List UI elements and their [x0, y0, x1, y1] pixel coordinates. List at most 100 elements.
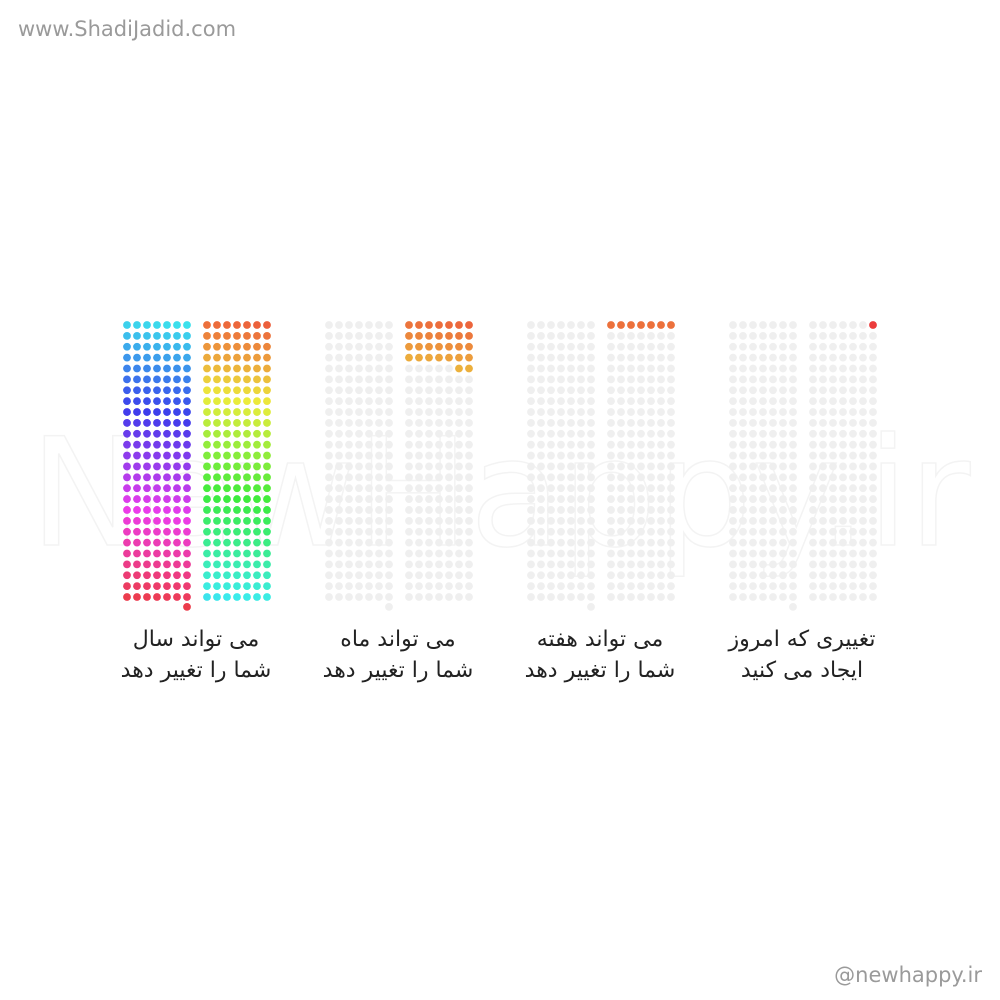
dot-empty [617, 549, 625, 558]
dot-empty [829, 495, 837, 503]
dot-empty [627, 582, 635, 591]
dot-empty [627, 560, 635, 569]
dot-filled [263, 440, 271, 449]
dot-empty [527, 386, 535, 395]
dot-empty [607, 419, 615, 427]
panel-label: شما را تغییر دهد [323, 658, 474, 683]
dot-empty [345, 473, 353, 482]
dot-empty [749, 527, 757, 536]
dot-empty [739, 495, 747, 503]
dot-empty [637, 419, 645, 427]
dot-empty [375, 549, 383, 558]
dot-empty [385, 386, 393, 395]
dot-filled [163, 462, 171, 471]
dot-empty [809, 582, 817, 591]
dot-filled [163, 495, 171, 503]
dot-empty [445, 429, 453, 438]
dot-empty [759, 473, 767, 482]
dot-filled [163, 353, 171, 362]
dot-empty [335, 506, 343, 514]
dot-empty [647, 527, 655, 536]
dot-empty [657, 527, 665, 536]
dot-filled [263, 527, 271, 536]
dot-filled [445, 331, 453, 340]
panel-label: ایجاد می کنید [741, 658, 863, 683]
dot-empty [537, 473, 545, 482]
dot-empty [425, 386, 433, 395]
dot-empty [587, 375, 595, 384]
dot-filled [223, 321, 231, 329]
dot-empty [335, 473, 343, 482]
dot-filled [163, 516, 171, 525]
dot-filled [415, 321, 423, 329]
dot-empty [617, 495, 625, 503]
dot-empty [657, 331, 665, 340]
dot-empty [869, 538, 877, 547]
dot-empty [527, 538, 535, 547]
dot-empty [375, 429, 383, 438]
dot-empty [557, 408, 565, 416]
dot-filled [253, 364, 261, 373]
dot-filled [203, 440, 211, 449]
dot-empty [809, 527, 817, 536]
dot-empty [839, 342, 847, 351]
dot-empty [537, 549, 545, 558]
dot-empty [627, 593, 635, 601]
dot-filled [163, 429, 171, 438]
dot-empty [587, 386, 595, 395]
dot-filled [263, 397, 271, 406]
dot-filled [183, 408, 191, 416]
dot-filled [133, 516, 141, 525]
dot-empty [385, 582, 393, 591]
dot-empty [587, 602, 595, 611]
dot-filled [133, 527, 141, 536]
dot-empty [355, 386, 363, 395]
dot-empty [637, 571, 645, 580]
dot-filled [123, 342, 131, 351]
dot-filled [123, 386, 131, 395]
dot-empty [789, 495, 797, 503]
dot-empty [739, 419, 747, 427]
dot-filled [123, 353, 131, 362]
dot-empty [809, 516, 817, 525]
dot-empty [587, 364, 595, 373]
dot-filled [263, 331, 271, 340]
dot-filled [173, 571, 181, 580]
dot-empty [547, 571, 555, 580]
dot-empty [627, 331, 635, 340]
dot-empty [749, 375, 757, 384]
dot-empty [445, 506, 453, 514]
dot-empty [859, 582, 867, 591]
dot-empty [729, 560, 737, 569]
dot-empty [465, 451, 473, 460]
dot-empty [465, 571, 473, 580]
dot-empty [355, 473, 363, 482]
dot-empty [627, 397, 635, 406]
dot-filled [143, 451, 151, 460]
dot-filled [233, 495, 241, 503]
dot-empty [617, 451, 625, 460]
dot-filled [405, 342, 413, 351]
dot-empty [647, 516, 655, 525]
dot-empty [385, 571, 393, 580]
dot-empty [577, 419, 585, 427]
dot-empty [769, 331, 777, 340]
dot-empty [435, 549, 443, 558]
dot-empty [547, 429, 555, 438]
dot-empty [527, 419, 535, 427]
dot-empty [365, 538, 373, 547]
dot-filled [173, 549, 181, 558]
dot-empty [435, 560, 443, 569]
dot-filled [203, 429, 211, 438]
dot-empty [809, 331, 817, 340]
dot-empty [355, 516, 363, 525]
dot-filled [153, 516, 161, 525]
dot-empty [567, 397, 575, 406]
dot-empty [729, 549, 737, 558]
dot-empty [325, 527, 333, 536]
dot-empty [749, 473, 757, 482]
dot-filled [243, 375, 251, 384]
dot-empty [759, 527, 767, 536]
dot-filled [123, 571, 131, 580]
dot-empty [637, 473, 645, 482]
